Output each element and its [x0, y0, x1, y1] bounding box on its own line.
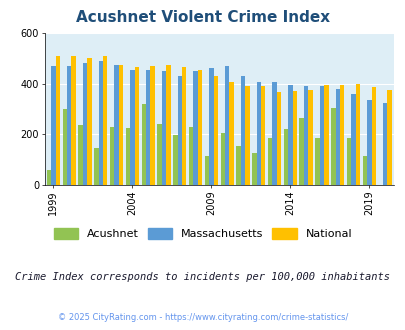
Bar: [252, 153, 256, 185]
Bar: [355, 83, 359, 185]
Bar: [315, 138, 319, 185]
Bar: [272, 82, 276, 185]
Bar: [229, 82, 233, 185]
Bar: [114, 65, 119, 185]
Bar: [220, 133, 224, 185]
Bar: [130, 70, 134, 185]
Bar: [240, 76, 245, 185]
Bar: [55, 56, 60, 185]
Legend: Acushnet, Massachusetts, National: Acushnet, Massachusetts, National: [49, 223, 356, 244]
Bar: [276, 92, 281, 185]
Bar: [267, 138, 272, 185]
Bar: [145, 70, 150, 185]
Bar: [173, 135, 177, 185]
Text: © 2025 CityRating.com - https://www.cityrating.com/crime-statistics/: © 2025 CityRating.com - https://www.city…: [58, 314, 347, 322]
Bar: [260, 86, 265, 185]
Bar: [335, 89, 339, 185]
Bar: [141, 104, 145, 185]
Bar: [366, 100, 371, 185]
Bar: [62, 109, 67, 185]
Bar: [83, 63, 87, 185]
Bar: [67, 66, 71, 185]
Bar: [362, 156, 366, 185]
Bar: [371, 87, 375, 185]
Bar: [350, 94, 355, 185]
Bar: [126, 128, 130, 185]
Bar: [209, 68, 213, 185]
Bar: [292, 91, 296, 185]
Bar: [87, 58, 92, 185]
Bar: [283, 129, 288, 185]
Bar: [323, 85, 328, 185]
Bar: [161, 71, 166, 185]
Bar: [94, 148, 98, 185]
Bar: [193, 71, 197, 185]
Bar: [71, 56, 76, 185]
Bar: [119, 65, 123, 185]
Bar: [224, 66, 229, 185]
Bar: [110, 127, 114, 185]
Bar: [339, 85, 343, 185]
Bar: [382, 103, 386, 185]
Bar: [330, 108, 335, 185]
Bar: [213, 76, 217, 185]
Bar: [103, 56, 107, 185]
Bar: [134, 67, 139, 185]
Bar: [78, 125, 83, 185]
Bar: [256, 82, 260, 185]
Bar: [177, 76, 181, 185]
Bar: [150, 66, 154, 185]
Bar: [181, 67, 186, 185]
Bar: [319, 86, 323, 185]
Bar: [307, 90, 312, 185]
Text: Crime Index corresponds to incidents per 100,000 inhabitants: Crime Index corresponds to incidents per…: [15, 272, 390, 282]
Bar: [51, 66, 55, 185]
Bar: [157, 124, 161, 185]
Bar: [245, 86, 249, 185]
Bar: [188, 127, 193, 185]
Bar: [197, 70, 202, 185]
Bar: [288, 85, 292, 185]
Bar: [204, 156, 209, 185]
Bar: [299, 118, 303, 185]
Bar: [166, 65, 170, 185]
Bar: [47, 170, 51, 185]
Text: Acushnet Violent Crime Index: Acushnet Violent Crime Index: [76, 10, 329, 25]
Bar: [386, 90, 391, 185]
Bar: [346, 138, 350, 185]
Bar: [236, 146, 240, 185]
Bar: [98, 61, 103, 185]
Bar: [303, 86, 307, 185]
